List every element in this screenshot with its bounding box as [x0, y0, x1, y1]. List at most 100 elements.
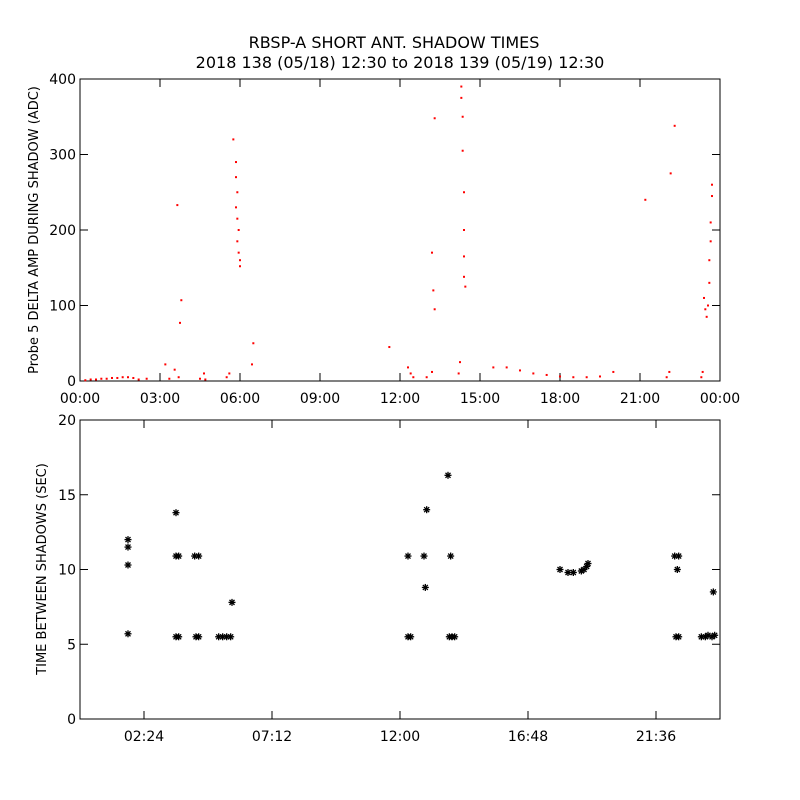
- data-point: [460, 85, 463, 88]
- data-point: [464, 285, 467, 288]
- data-point: [572, 376, 575, 379]
- y-tick-label: 0: [67, 374, 76, 390]
- data-point: [227, 633, 235, 641]
- data-point: [457, 372, 460, 375]
- data-point: [124, 630, 132, 638]
- data-point: [709, 588, 717, 596]
- data-point: [95, 378, 97, 381]
- data-point: [559, 375, 561, 378]
- data-point: [459, 361, 461, 364]
- data-point: [84, 379, 87, 382]
- data-point: [700, 376, 703, 379]
- data-point: [121, 376, 124, 379]
- data-point: [235, 206, 237, 209]
- data-point: [461, 115, 464, 118]
- data-point: [172, 509, 180, 517]
- data-point: [423, 506, 431, 514]
- x-tick-label: 03:00: [140, 391, 180, 407]
- data-point: [463, 255, 465, 258]
- data-point: [675, 552, 683, 560]
- data-point: [709, 240, 712, 243]
- data-point: [195, 633, 203, 641]
- y-tick-label: 15: [58, 488, 76, 504]
- y-tick-label: 400: [49, 72, 76, 88]
- data-point: [431, 251, 433, 254]
- data-point: [420, 552, 428, 560]
- x-tick-label: 12:00: [380, 729, 420, 745]
- x-tick-label: 21:36: [636, 729, 676, 745]
- data-point: [709, 221, 712, 224]
- data-point: [585, 376, 588, 379]
- data-point: [127, 376, 129, 379]
- bottom-x-ticks: 02:24 07:12 12:00 16:48 21:36: [124, 420, 676, 745]
- data-point: [407, 366, 409, 369]
- data-point: [137, 378, 140, 381]
- x-tick-label: 06:00: [220, 391, 260, 407]
- data-point: [89, 378, 92, 381]
- data-point: [519, 369, 521, 372]
- y-tick-label: 100: [49, 299, 76, 315]
- top-plot-frame: [79, 78, 721, 382]
- chart-title: RBSP-A SHORT ANT. SHADOW TIMES: [249, 33, 540, 52]
- data-point: [164, 363, 167, 366]
- data-point: [425, 376, 428, 379]
- data-point: [492, 366, 495, 369]
- data-point: [173, 368, 176, 371]
- data-point: [204, 378, 207, 381]
- data-point: [177, 376, 180, 379]
- x-tick-label: 15:00: [460, 391, 500, 407]
- data-point: [584, 560, 592, 568]
- data-point: [235, 161, 237, 164]
- data-point: [433, 308, 436, 311]
- data-point: [675, 633, 683, 641]
- data-point: [252, 342, 255, 345]
- data-point: [599, 375, 601, 378]
- data-point: [100, 377, 103, 380]
- data-point: [236, 191, 239, 194]
- x-tick-label: 18:00: [540, 391, 580, 407]
- data-point: [195, 552, 203, 560]
- top-data-points: [84, 85, 713, 382]
- data-point: [705, 315, 708, 318]
- data-point: [412, 376, 415, 379]
- data-point: [251, 363, 253, 366]
- data-point: [447, 552, 455, 560]
- data-point: [673, 124, 676, 127]
- bottom-data-points: [124, 471, 719, 641]
- top-plot: 0 100 200 300 400 00:00 03:00 06:00 09:00 12:00 1…: [27, 72, 740, 407]
- data-point: [225, 376, 228, 379]
- data-point: [612, 370, 615, 373]
- data-point: [669, 172, 672, 175]
- data-point: [124, 536, 132, 544]
- y-tick-label: 0: [67, 712, 76, 728]
- data-point: [444, 471, 452, 479]
- data-point: [451, 633, 459, 641]
- data-point: [463, 275, 465, 278]
- data-point: [203, 372, 205, 375]
- data-point: [111, 376, 113, 379]
- data-point: [105, 377, 108, 380]
- data-point: [644, 198, 647, 201]
- data-point: [711, 631, 719, 639]
- data-point: [180, 299, 183, 302]
- x-tick-label: 07:12: [252, 729, 292, 745]
- data-point: [116, 376, 119, 379]
- data-point: [175, 633, 183, 641]
- data-point: [711, 195, 713, 198]
- data-point: [235, 176, 237, 179]
- data-point: [463, 229, 465, 231]
- top-y-axis-label: Probe 5 DELTA AMP DURING SHADOW (ADC): [27, 86, 42, 374]
- data-point: [145, 377, 148, 380]
- x-tick-label: 12:00: [380, 391, 420, 407]
- data-point: [461, 149, 464, 152]
- data-point: [703, 296, 705, 299]
- top-x-ticks: 00:00 03:00 06:00 09:00 12:00 15:00 18:00 21:00…: [60, 79, 740, 407]
- data-point: [711, 183, 713, 186]
- data-point: [232, 138, 235, 141]
- data-point: [532, 372, 535, 375]
- data-point: [556, 566, 564, 573]
- data-point: [668, 370, 671, 373]
- x-tick-label: 00:00: [700, 391, 740, 407]
- data-point: [545, 373, 548, 376]
